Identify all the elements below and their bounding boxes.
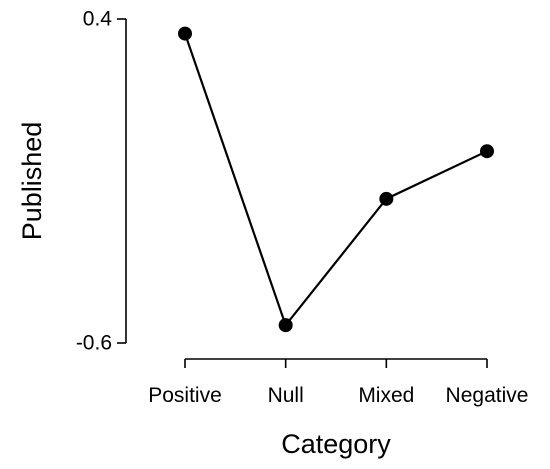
data-point	[379, 191, 394, 206]
x-axis: Positive Null Mixed Negative	[148, 358, 529, 407]
y-tick-label: 0.4	[83, 8, 113, 31]
data-point	[278, 318, 293, 333]
x-tick-label: Positive	[148, 384, 222, 407]
data-points	[178, 26, 494, 333]
x-tick-label: Mixed	[358, 384, 414, 407]
y-tick-label: -0.6	[76, 332, 112, 355]
y-axis-title: Published	[17, 122, 47, 241]
x-axis-title: Category	[281, 429, 391, 459]
data-point	[480, 144, 494, 159]
y-axis: -0.6 0.4	[76, 8, 127, 355]
x-tick-label: Null	[268, 384, 304, 407]
x-tick-label: Negative	[446, 384, 529, 407]
series-line	[183, 33, 488, 328]
data-point	[178, 26, 192, 41]
